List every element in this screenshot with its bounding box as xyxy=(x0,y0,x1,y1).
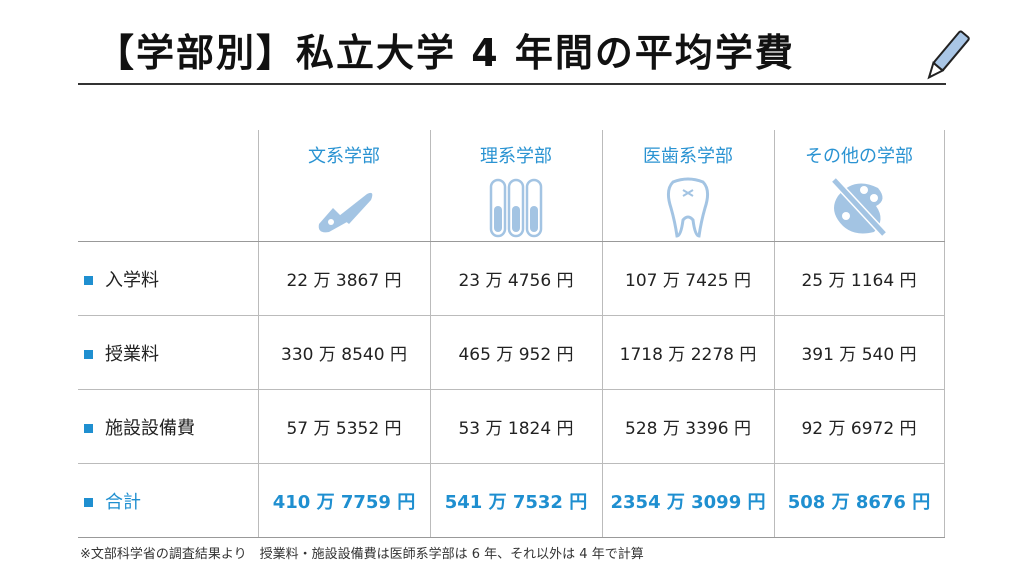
row-label: 合計 xyxy=(78,463,259,538)
bullet-square-icon xyxy=(84,498,93,507)
row-label: 入学料 xyxy=(78,241,259,316)
bullet-square-icon xyxy=(84,276,93,285)
fountain-pen-icon xyxy=(318,192,373,233)
bullet-square-icon xyxy=(84,424,93,433)
tuition-table: 文系学部 理系学部 医歯系学部 その他の学部 xyxy=(78,130,945,538)
pencil-icon xyxy=(927,30,970,80)
footnote: ※文部科学省の調査結果より 授業料・施設設備費は医師系学部は 6 年、それ以外は… xyxy=(80,547,644,562)
total-cell: 2354 万 3099 円 xyxy=(601,463,775,538)
table-row: 授業料 330 万 8540 円 465 万 952 円 1718 万 2278… xyxy=(78,315,945,390)
row-label: 施設設備費 xyxy=(78,389,259,464)
table-row: 施設設備費 57 万 5352 円 53 万 1824 円 528 万 3396… xyxy=(78,389,945,464)
row-label-text: 授業料 xyxy=(105,343,159,365)
table-cell: 330 万 8540 円 xyxy=(257,315,431,390)
table-cell: 22 万 3867 円 xyxy=(257,241,431,316)
column-header: 医歯系学部 xyxy=(601,130,775,242)
table-row: 入学料 22 万 3867 円 23 万 4756 円 107 万 7425 円… xyxy=(78,241,945,316)
column-header: 文系学部 xyxy=(257,130,431,242)
column-label: 理系学部 xyxy=(480,146,552,167)
table-cell: 1718 万 2278 円 xyxy=(601,315,775,390)
tooth-icon xyxy=(666,177,710,238)
table-cell: 391 万 540 円 xyxy=(773,315,945,390)
column-label: その他の学部 xyxy=(805,146,913,167)
column-label: 医歯系学部 xyxy=(643,146,733,167)
table-cell: 25 万 1164 円 xyxy=(773,241,945,316)
table-cell: 92 万 6972 円 xyxy=(773,389,945,464)
table-cell: 23 万 4756 円 xyxy=(429,241,603,316)
column-header: 理系学部 xyxy=(429,130,603,242)
table-cell: 57 万 5352 円 xyxy=(257,389,431,464)
page-title: 【学部別】私立大学 4 年間の平均学費 xyxy=(96,31,795,75)
total-cell: 410 万 7759 円 xyxy=(257,463,431,538)
table-cell: 465 万 952 円 xyxy=(429,315,603,390)
table-cell: 107 万 7425 円 xyxy=(601,241,775,316)
total-row: 合計 410 万 7759 円 541 万 7532 円 2354 万 3099… xyxy=(78,463,945,538)
header-row: 文系学部 理系学部 医歯系学部 その他の学部 xyxy=(78,130,945,242)
test-tubes-icon xyxy=(489,178,543,238)
table-cell: 53 万 1824 円 xyxy=(429,389,603,464)
palette-icon xyxy=(831,177,887,237)
row-label-text: 入学料 xyxy=(105,269,159,291)
column-header: その他の学部 xyxy=(773,130,945,242)
total-cell: 541 万 7532 円 xyxy=(429,463,603,538)
row-label: 授業料 xyxy=(78,315,259,390)
title-underline xyxy=(78,83,946,85)
table-cell: 528 万 3396 円 xyxy=(601,389,775,464)
empty-header-cell xyxy=(78,130,259,242)
column-label: 文系学部 xyxy=(308,146,380,167)
total-cell: 508 万 8676 円 xyxy=(773,463,945,538)
row-label-text: 合計 xyxy=(105,491,141,513)
bullet-square-icon xyxy=(84,350,93,359)
row-label-text: 施設設備費 xyxy=(105,417,195,439)
